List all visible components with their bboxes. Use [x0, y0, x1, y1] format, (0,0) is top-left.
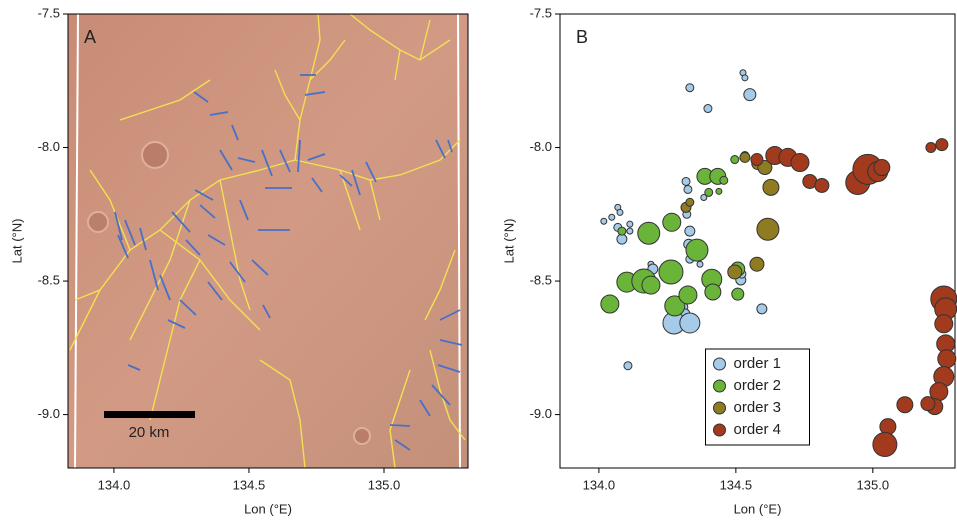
y-tick-label: -9.0 [38, 406, 60, 421]
bubble [627, 228, 633, 234]
bubble [617, 209, 623, 215]
bubble [686, 84, 694, 92]
bubble [624, 362, 632, 370]
figure: 134.0 134.5 135.0 -7.5 -8.0 -8.5 -9.0 Lon (°E) L… [0, 0, 957, 525]
bubble [601, 295, 619, 313]
bubble [731, 156, 739, 164]
bubble [874, 160, 890, 176]
bubble [704, 105, 712, 113]
bubble [627, 221, 633, 227]
bubble [732, 288, 744, 300]
x-tick-label: 134.5 [720, 477, 753, 492]
bubble [815, 178, 829, 192]
bubble [705, 284, 721, 300]
y-tick-label: -7.5 [530, 5, 552, 20]
bubble [705, 188, 713, 196]
bubble [679, 286, 697, 304]
bubble [728, 265, 742, 279]
bubble [663, 213, 681, 231]
legend-swatch [714, 358, 726, 370]
x-tick-label: 134.0 [583, 477, 616, 492]
bubble [897, 397, 913, 413]
x-tick-label: 135.0 [857, 477, 890, 492]
bubble [638, 222, 660, 244]
bubble [686, 198, 694, 206]
legend-label: order 3 [734, 399, 782, 416]
bubble [740, 152, 750, 162]
bubble [642, 276, 660, 294]
bubble [720, 176, 728, 184]
bubble [659, 260, 683, 284]
y-tick-label: -8.0 [530, 139, 552, 154]
legend-label: order 2 [734, 377, 782, 394]
y-axis-label: Lat (°N) [9, 219, 24, 264]
x-axis-label: Lon (°E) [244, 501, 292, 516]
bubble [686, 239, 708, 261]
legend-swatch [714, 402, 726, 414]
legend-label: order 4 [734, 421, 782, 438]
bubble [757, 218, 779, 240]
bubble [682, 177, 690, 185]
bubble [873, 432, 897, 456]
bubble [744, 89, 756, 101]
bubble [609, 214, 615, 220]
y-tick-label: -8.0 [38, 139, 60, 154]
page: {"chart_data": [ {"type": "map", "panel_… [0, 0, 957, 525]
panel-label: B [576, 27, 588, 47]
bubble [697, 261, 703, 267]
bubble [618, 227, 626, 235]
y-tick-label: -7.5 [38, 5, 60, 20]
bubble [617, 234, 627, 244]
x-tick-label: 135.0 [368, 477, 401, 492]
bubble [763, 179, 779, 195]
x-axis-label: Lon (°E) [734, 501, 782, 516]
bubble [751, 154, 763, 166]
x-tick-label: 134.0 [98, 477, 131, 492]
bubble [742, 75, 748, 81]
y-tick-label: -8.5 [530, 272, 552, 287]
legend-swatch [714, 380, 726, 392]
bubble [684, 185, 692, 193]
y-tick-label: -8.5 [38, 272, 60, 287]
bubble [716, 188, 722, 194]
bubble [685, 226, 695, 236]
bubble [935, 315, 953, 333]
bubble [750, 257, 764, 271]
map-image [68, 14, 468, 468]
bubble [936, 139, 948, 151]
bubble [921, 397, 935, 411]
y-tick-label: -9.0 [530, 406, 552, 421]
x-tick-label: 134.5 [233, 477, 266, 492]
bubble [680, 313, 700, 333]
bubble [938, 350, 956, 368]
bubble [926, 143, 936, 153]
y-axis-label: Lat (°N) [501, 219, 516, 264]
legend-swatch [714, 424, 726, 436]
bubble [757, 304, 767, 314]
bubble [601, 218, 607, 224]
scale-bar-label: 20 km [129, 424, 170, 441]
bubble [880, 419, 896, 435]
panel-label: A [84, 27, 96, 47]
legend-label: order 1 [734, 355, 782, 372]
bubble [791, 153, 809, 171]
